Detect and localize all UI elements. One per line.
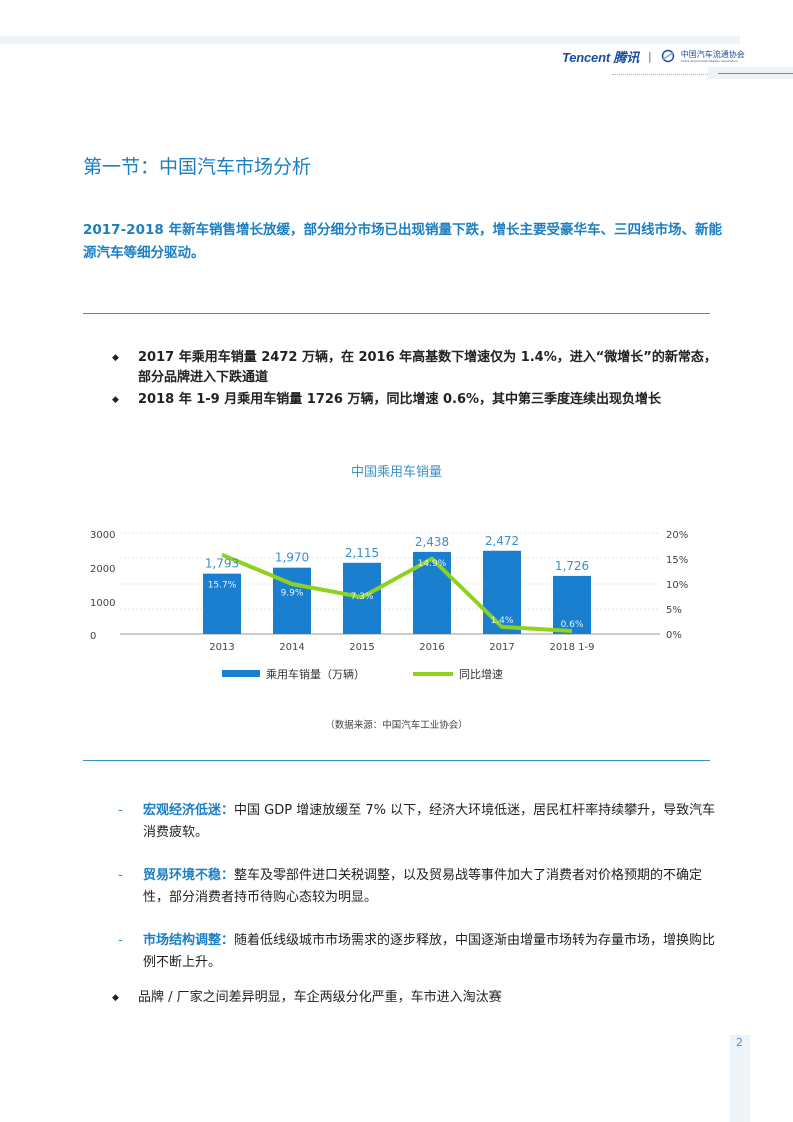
x-tick-label: 2017	[489, 642, 514, 653]
bar-value-label: 1,726	[555, 559, 589, 573]
bar-value-label: 2,438	[415, 535, 449, 549]
x-tick-label: 2016	[419, 642, 444, 653]
section-title: 第一节：中国汽车市场分析	[83, 156, 312, 178]
right-axis-ticks: 20% 15% 10% 5% 0%	[666, 530, 688, 641]
chart-title: 中国乘用车销量	[350, 465, 442, 480]
factor-text: 随着低线级城市市场需求的逐步释放，中国逐渐由增量市场转为存量市场，增换购比例不断…	[143, 933, 716, 970]
factor-keyword: 贸易环境不稳：	[143, 868, 235, 883]
section-lead: 2017-2018 年新车销售增长放缓，部分细分市场已出现销量下跌，增长主要受豪…	[83, 222, 722, 261]
diamond-bullet-icon: ◆	[112, 993, 119, 1003]
divider-bottom	[83, 760, 710, 761]
association-name: 中国汽车流通协会 China Automobile Dealers Associ…	[680, 49, 745, 63]
legend-bar-swatch	[222, 670, 260, 677]
left-axis-ticks: 3000 2000 1000 0	[90, 530, 115, 642]
bar-value-label: 1,970	[275, 551, 309, 565]
factor-text: 中国 GDP 增速放缓至 7% 以下，经济大环境低迷，居民杠杆率持续攀升，导致汽…	[143, 803, 716, 840]
growth-value-label: 9.9%	[281, 589, 304, 599]
header-logos: Tencent 腾讯 | 中国汽车流通协会 China Automobile D…	[562, 46, 745, 66]
bar-value-label: 1,793	[205, 557, 239, 571]
factor-item: - 贸易环境不稳：整车及零部件进口关税调整，以及贸易战等事件加大了消费者对价格预…	[118, 865, 718, 909]
left-tick: 1000	[90, 598, 115, 609]
factor-text: 整车及零部件进口关税调整，以及贸易战等事件加大了消费者对价格预期的不确定性，部分…	[143, 868, 703, 905]
header-right-line	[718, 73, 793, 74]
top-band	[0, 36, 740, 44]
factor-item: - 宏观经济低迷：中国 GDP 增速放缓至 7% 以下，经济大环境低迷，居民杠杆…	[118, 800, 718, 844]
bar	[203, 573, 241, 634]
data-source-note: （数据来源：中国汽车工业协会）	[325, 720, 468, 731]
bullet-item: ◆ 2018 年 1-9 月乘用车销量 1726 万辆，同比增速 0.6%，其中…	[110, 390, 720, 410]
bar-value-label: 2,472	[485, 534, 519, 548]
right-tick: 10%	[666, 580, 688, 591]
logo-separator: |	[648, 49, 652, 63]
sales-chart: 3000 2000 1000 0 20% 15% 10% 5% 0% 1,793…	[90, 530, 688, 681]
header-dotted-divider	[612, 74, 710, 75]
bar-value-label: 2,115	[345, 546, 379, 560]
growth-value-label: 15.7%	[208, 581, 237, 591]
dash-bullet-icon: -	[118, 803, 123, 818]
factor-keyword: 宏观经济低迷：	[143, 803, 235, 818]
right-tick: 15%	[666, 555, 688, 566]
legend-line-label: 同比增速	[459, 667, 503, 681]
bullet-item: ◆ 2017 年乘用车销量 2472 万辆，在 2016 年高基数下增速仅为 1…	[112, 350, 717, 385]
bullet-item: ◆ 品牌 / 厂家之间差异明显，车企两级分化严重，车市进入淘汰赛	[110, 988, 502, 1008]
page-number: 2	[736, 1036, 743, 1049]
dash-bullet-icon: -	[118, 933, 123, 948]
x-tick-label: 2018 1-9	[550, 642, 595, 653]
page-side-band	[730, 1035, 750, 1122]
left-tick: 3000	[90, 530, 115, 541]
growth-value-label: 0.6%	[561, 620, 584, 630]
bar	[553, 575, 591, 634]
x-tick-label: 2015	[349, 642, 374, 653]
data-labels: 1,793 2013 15.7% 1,970 2014 9.9% 2,115 2015 7.3%…	[205, 534, 595, 653]
factor-list: - 宏观经济低迷：中国 GDP 增速放缓至 7% 以下，经济大环境低迷，居民杠杆…	[118, 800, 718, 995]
factor-item: - 市场结构调整：随着低线级城市市场需求的逐步释放，中国逐渐由增量市场转为存量市…	[118, 930, 718, 974]
growth-value-label: 7.3%	[351, 592, 374, 602]
left-tick: 2000	[90, 564, 115, 575]
growth-value-label: 14.9%	[418, 559, 447, 569]
diamond-bullet-icon: ◆	[112, 395, 119, 405]
dash-bullet-icon: -	[118, 868, 123, 883]
factor-keyword: 市场结构调整：	[143, 933, 235, 948]
bar-series	[203, 550, 591, 634]
legend: 乘用车销量（万辆） 同比增速	[222, 667, 503, 681]
growth-value-label: 1.4%	[491, 616, 514, 626]
bullet-list: ◆ 2017 年乘用车销量 2472 万辆，在 2016 年高基数下增速仅为 1…	[110, 348, 720, 412]
growth-line	[221, 552, 573, 633]
divider-top	[83, 313, 710, 314]
right-tick: 5%	[666, 605, 682, 616]
association-logo-icon	[661, 49, 674, 63]
tencent-logo: Tencent 腾讯	[562, 49, 639, 65]
left-tick: 0	[90, 631, 96, 642]
right-tick: 20%	[666, 530, 688, 541]
right-tick: 0%	[666, 630, 682, 641]
legend-bar-label: 乘用车销量（万辆）	[266, 667, 365, 681]
diamond-bullet-icon: ◆	[112, 353, 119, 363]
x-tick-label: 2013	[209, 642, 234, 653]
x-tick-label: 2014	[279, 642, 304, 653]
bar	[483, 550, 521, 634]
